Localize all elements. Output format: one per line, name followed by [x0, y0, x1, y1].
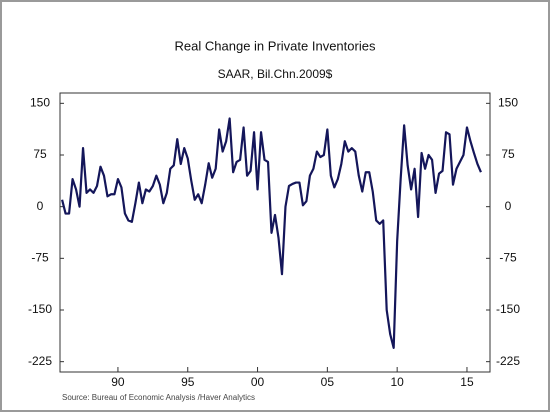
- x-tick-label: 15: [460, 375, 474, 389]
- x-tick-label: 95: [181, 375, 195, 389]
- x-tick-label: 90: [111, 375, 125, 389]
- y-tick-label: 75: [33, 147, 47, 161]
- chart-title: Real Change in Private Inventories: [175, 38, 376, 53]
- y2-tick-label: 150: [498, 96, 518, 110]
- y2-tick-label: -150: [496, 302, 520, 316]
- x-tick-label: 05: [321, 375, 335, 389]
- data-line: [61, 117, 482, 349]
- y-tick-label: -225: [28, 354, 52, 368]
- y2-tick-label: -225: [496, 354, 520, 368]
- y-tick-label: 150: [30, 96, 50, 110]
- y2-tick-label: 0: [505, 199, 512, 213]
- plot-area: [59, 92, 491, 373]
- x-tick-label: 10: [390, 375, 404, 389]
- y2-tick-label: 75: [501, 147, 515, 161]
- source-note: Source: Bureau of Economic Analysis /Hav…: [62, 393, 255, 402]
- y-tick-label: -75: [31, 251, 49, 265]
- x-tick-label: 00: [251, 375, 265, 389]
- chart-subtitle: SAAR, Bil.Chn.2009$: [218, 67, 333, 81]
- y-tick-label: 0: [37, 199, 44, 213]
- y-tick-label: -150: [28, 302, 52, 316]
- y2-tick-label: -75: [499, 251, 517, 265]
